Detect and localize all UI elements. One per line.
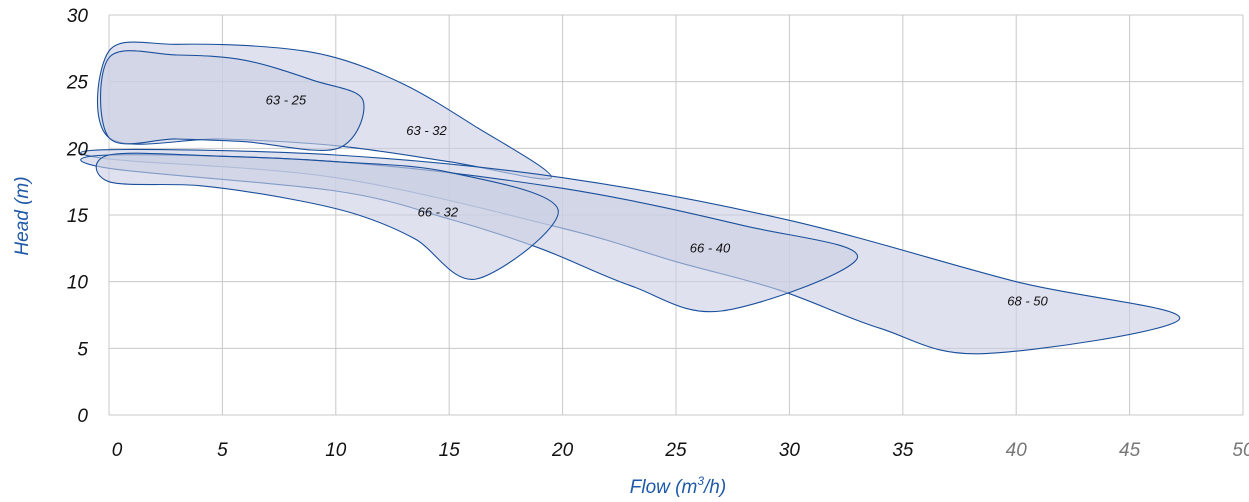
x-axis-label-suffix: /h) xyxy=(702,477,726,498)
x-tick-label-6: 30 xyxy=(779,440,801,461)
y-tick-label-0: 0 xyxy=(77,406,88,427)
x-tick-label-2: 10 xyxy=(325,440,347,461)
x-tick-label-4: 20 xyxy=(551,440,574,461)
y-tick-labels: 0 5 10 15 20 25 30 xyxy=(66,6,89,427)
y-tick-label-4: 20 xyxy=(66,139,89,160)
region-label-2: 68 - 50 xyxy=(1007,294,1048,309)
region-label-0: 63 - 32 xyxy=(406,123,447,138)
y-tick-label-2: 10 xyxy=(67,273,89,294)
x-tick-label-3: 15 xyxy=(439,440,461,461)
y-tick-label-5: 25 xyxy=(66,73,89,94)
y-tick-label-3: 15 xyxy=(67,206,89,227)
x-axis-label-sup: 3 xyxy=(697,474,704,488)
x-tick-label-10: 50 xyxy=(1232,440,1249,461)
region-66-32 xyxy=(95,152,559,280)
region-labels: 63 - 32 63 - 25 68 - 50 66 - 40 66 - 32 xyxy=(266,92,1049,308)
region-label-1: 63 - 25 xyxy=(266,92,307,107)
y-axis-label: Head (m) xyxy=(12,176,33,255)
x-tick-label-5: 25 xyxy=(664,440,687,461)
x-tick-label-9: 45 xyxy=(1119,440,1141,461)
pump-regions xyxy=(80,41,1181,355)
x-tick-label-1: 5 xyxy=(217,440,228,461)
y-tick-label-1: 5 xyxy=(77,339,88,360)
x-axis-label-main: Flow (m xyxy=(630,477,698,498)
x-tick-label-0: 0 xyxy=(112,440,123,461)
region-label-4: 66 - 32 xyxy=(418,204,459,219)
x-axis-label: Flow (m3/h) xyxy=(630,474,726,498)
x-tick-labels: 0 5 10 15 20 25 30 35 40 45 50 xyxy=(112,440,1249,461)
region-63-25 xyxy=(99,50,365,151)
x-tick-label-8: 40 xyxy=(1006,440,1028,461)
region-label-3: 66 - 40 xyxy=(690,240,731,255)
y-tick-label-6: 30 xyxy=(67,6,89,27)
x-tick-label-7: 35 xyxy=(892,440,914,461)
